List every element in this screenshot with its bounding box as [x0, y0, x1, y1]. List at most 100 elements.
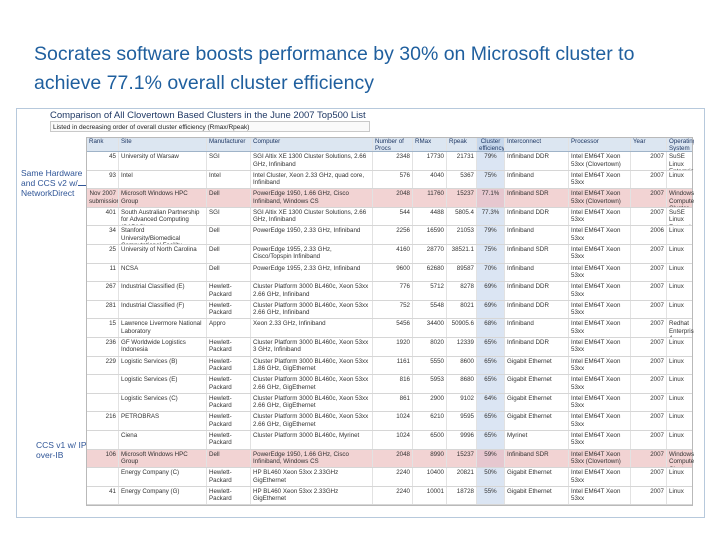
column-header: Year: [631, 138, 667, 151]
table-cell-computer: Intel Cluster, Xeon 2.33 GHz, quad core,…: [251, 170, 373, 189]
table-cell-year: 2007: [631, 152, 667, 170]
table-cell-os: Linux: [669, 283, 684, 291]
table-cell-rank: [87, 393, 119, 412]
table-cell-computer: Cluster Platform 3000 BL460c, Xeon 53xx …: [251, 375, 373, 393]
table-cell-rank: [87, 375, 119, 393]
table-cell-efficiency: 50%: [477, 468, 505, 486]
table-cell-rmax: 4488: [413, 207, 447, 226]
table-cell-rank: [87, 430, 119, 449]
table-row: 106 Microsoft Windows HPC Group Dell PowerE…: [87, 449, 694, 469]
table-cell-computer: Cluster Platform 3000 BL460c, Xeon 53xx …: [251, 412, 373, 430]
table-cell-computer: SGI Altix XE 1300 Cluster Solutions, 2.6…: [251, 207, 373, 226]
table-cell-year: 2007: [631, 375, 667, 393]
table-cell-computer: Cluster Platform 3000 BL460c, Xeon 53xx …: [251, 337, 373, 356]
table-cell-year: 2007: [631, 319, 667, 337]
table-cell-manufacturer: Hewlett-Packard: [207, 300, 251, 319]
table-cell-year: 2007: [631, 356, 667, 375]
column-header: Computer: [251, 138, 373, 151]
table-cell-rank: 93: [87, 170, 119, 189]
table-cell-procs: 5456: [373, 319, 413, 337]
table-cell-processor: Intel EM64T Xeon 53xx: [569, 356, 631, 375]
table-cell-procs: 4160: [373, 244, 413, 263]
table-cell-rank: 15: [87, 319, 119, 337]
table-cell-rmax: 28770: [413, 244, 447, 263]
table-cell-rmax: 62680: [413, 263, 447, 282]
table-cell-computer: Cluster Platform 3000 BL460c, Xeon 53xx …: [251, 356, 373, 375]
table-cell-processor: Intel EM64T Xeon 53xx: [569, 263, 631, 282]
table-cell-efficiency: 69%: [477, 282, 505, 300]
table-row: 236 GF Worldwide Logistics Indonesia Hewle…: [87, 337, 692, 357]
table-cell-os: Linux: [669, 376, 684, 384]
table-cell-rpeak: 9996: [447, 430, 477, 449]
table-cell-procs: 776: [373, 282, 413, 300]
table-cell-site: Logistic Services (C): [119, 393, 207, 412]
table-cell-os: Linux: [669, 487, 684, 495]
table-cell-efficiency: 79%: [477, 226, 505, 244]
table-cell-manufacturer: Dell: [207, 189, 251, 207]
table-row: Ciena Hewlett-Packard Cluster Platform 300…: [87, 430, 692, 450]
table-cell-manufacturer: Hewlett-Packard: [207, 468, 251, 486]
table-cell-os: Windows Compute Cluster Server 2003: [669, 190, 694, 207]
table-cell-rpeak: 8021: [447, 300, 477, 319]
table-cell-interconnect: Gigabit Ethernet: [505, 393, 569, 412]
table-cell-site: South Australian Partnership for Advance…: [119, 207, 207, 226]
table-row: Logistic Services (E) Hewlett-Packard Clus…: [87, 375, 692, 394]
table-cell-procs: 861: [373, 393, 413, 412]
cluster-comparison-table: Rank Site Manufacturer Computer Number of Pr…: [86, 137, 694, 507]
table-cell-site: Logistic Services (E): [119, 375, 207, 393]
table-cell-manufacturer: Hewlett-Packard: [207, 356, 251, 375]
table-cell-interconnect: Gigabit Ethernet: [505, 486, 569, 505]
column-header: Operating System: [669, 138, 694, 151]
table-cell-interconnect: Gigabit Ethernet: [505, 375, 569, 393]
table-cell-manufacturer: Appro: [207, 319, 251, 337]
annotation-ccs-v1: CCS v1 w/ IP-over-IB: [36, 440, 90, 460]
column-header: Cluster efficiency: [477, 138, 505, 151]
table-cell-processor: Intel EM64T Xeon 53xx (Clovertown): [569, 152, 631, 170]
table-cell-rpeak: 38521.1: [447, 244, 477, 263]
table-cell-year: 2007: [631, 244, 667, 263]
table-row: Energy Company (C) Hewlett-Packard HP BL46…: [87, 468, 692, 487]
table-row: 45 University of Warsaw SGI SGI Altix XE 13…: [87, 152, 694, 171]
table-cell-procs: 2240: [373, 486, 413, 505]
table-cell-site: University of North Carolina: [119, 244, 207, 263]
table-cell-site: NCSA: [119, 263, 207, 282]
table-cell-os: Redhat Enterprise 4: [669, 320, 694, 337]
table-row: 41 Energy Company (G) Hewlett-Packard HP BL…: [87, 486, 692, 506]
table-cell-rank: 267: [87, 282, 119, 300]
table-cell-os: Linux: [669, 431, 684, 439]
table-cell-year: 2007: [631, 282, 667, 300]
table-cell-rpeak: 50905.6: [447, 319, 477, 337]
table-cell-rmax: 17730: [413, 152, 447, 170]
table-cell-processor: Intel EM64T Xeon 53xx: [569, 486, 631, 505]
table-cell-os: Linux: [669, 301, 684, 309]
table-cell-manufacturer: Hewlett-Packard: [207, 430, 251, 449]
table-cell-manufacturer: Hewlett-Packard: [207, 486, 251, 505]
table-cell-year: 2007: [631, 170, 667, 189]
table-cell-year: 2007: [631, 207, 667, 226]
table-cell-site: Industrial Classified (F): [119, 300, 207, 319]
table-cell-efficiency: 65%: [477, 430, 505, 449]
table-cell-rpeak: 12339: [447, 337, 477, 356]
table-cell-processor: Intel EM64T Xeon 53xx: [569, 207, 631, 226]
table-cell-procs: 752: [373, 300, 413, 319]
table-cell-rmax: 8020: [413, 337, 447, 356]
table-cell-rank: Nov 2007 submission: [87, 189, 119, 207]
table-cell-processor: Intel EM64T Xeon 53xx: [569, 244, 631, 263]
table-cell-rank: 229: [87, 356, 119, 375]
column-header: Site: [119, 138, 207, 151]
table-cell-rmax: 5953: [413, 375, 447, 393]
table-row: Logistic Services (C) Hewlett-Packard Clus…: [87, 393, 692, 413]
table-cell-rank: 11: [87, 263, 119, 282]
table-cell-efficiency: 75%: [477, 244, 505, 263]
column-header: Number of Procs: [373, 138, 413, 151]
table-cell-processor: Intel EM64T Xeon 53xx: [569, 319, 631, 337]
table-cell-computer: PowerEdge 1955, 2.33 GHz, Infiniband: [251, 263, 373, 282]
table-cell-rmax: 16590: [413, 226, 447, 244]
table-cell-os: SuSE Linux Enterprise Server 10: [669, 208, 694, 226]
table-cell-processor: Intel EM64T Xeon 53xx: [569, 226, 631, 244]
table-cell-rmax: 6210: [413, 412, 447, 430]
table-cell-year: 2007: [631, 263, 667, 282]
table-cell-computer: PowerEdge 1950, 1.66 GHz, Cisco Infiniba…: [251, 449, 373, 468]
table-cell-interconnect: Myrinet: [505, 430, 569, 449]
table-cell-computer: Cluster Platform 3000 BL460c, Myrinet: [251, 430, 373, 449]
